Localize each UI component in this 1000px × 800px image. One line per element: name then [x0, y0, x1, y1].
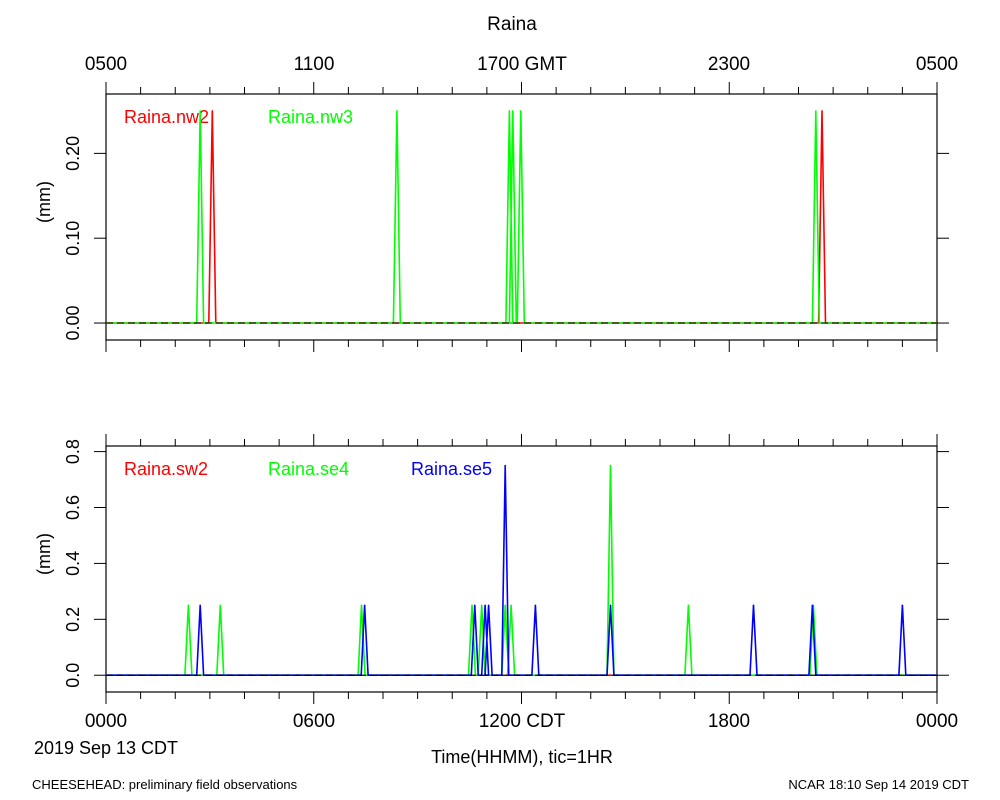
bottom-panel: 0.0 0.2 0.4 0.6 0.8 (mm) Raina.sw2 Raina.se4 Rai… — [34, 434, 949, 704]
data-point-raina-se4 — [360, 604, 363, 607]
bottom-y-axis-title: (mm) — [34, 533, 54, 575]
top-panel: 0.00 0.10 0.20 (mm) Raina.nw2 Raina.nw3 — [34, 82, 949, 352]
data-point-raina-se4 — [609, 464, 612, 467]
series-line-raina-se5 — [106, 465, 937, 676]
series-line-raina-nw3 — [106, 110, 937, 324]
legend-raina-se4: Raina.se4 — [268, 459, 349, 479]
data-point-raina-nw3 — [199, 110, 201, 112]
data-point-raina-nw3 — [815, 110, 817, 112]
data-point-raina-nw3 — [396, 110, 398, 112]
top-axis-label-1: 1100 — [294, 54, 335, 75]
bottom-y-tick-label: 0.0 — [63, 663, 83, 688]
bottom-y-tick-label: 0.6 — [63, 495, 83, 520]
data-point-raina-se4 — [687, 604, 690, 607]
legend-raina-nw3: Raina.nw3 — [268, 107, 353, 127]
data-point-raina-se5 — [901, 604, 904, 607]
bottom-plot-frame — [105, 445, 938, 693]
data-point-raina-se5 — [199, 604, 201, 607]
data-point-raina-se5 — [473, 604, 476, 607]
bottom-axis-label-4: 0000 — [916, 711, 958, 732]
bottom-y-tick-label: 0.2 — [63, 607, 83, 632]
bottom-axis-label-0: 0000 — [85, 711, 127, 732]
data-point-raina-se5 — [504, 464, 507, 467]
top-axis-label-0: 0500 — [85, 54, 127, 75]
bottom-axis-label-1: 0600 — [293, 711, 335, 732]
footer-left: CHEESEHEAD: preliminary field observatio… — [32, 777, 298, 792]
data-point-raina-se5 — [534, 604, 537, 607]
data-point-raina-nw3 — [512, 110, 514, 112]
bottom-axis-label-3: 1800 — [708, 711, 750, 732]
top-axis-label-2: 1700 GMT — [477, 54, 567, 75]
legend-raina-se5: Raina.se5 — [411, 459, 492, 479]
data-point-raina-nw3 — [520, 110, 522, 112]
top-axis-label-4: 0500 — [916, 54, 958, 75]
data-point-raina-nw3 — [508, 110, 511, 112]
data-point-raina-se5 — [609, 604, 612, 607]
top-axis-label-3: 2300 — [708, 54, 750, 75]
data-point-raina-se5 — [363, 604, 366, 607]
data-point-raina-se5 — [487, 604, 490, 607]
data-point-raina-nw2 — [211, 110, 214, 112]
data-point-raina-nw2 — [821, 110, 823, 112]
data-point-raina-se5 — [811, 604, 814, 607]
footer-right: NCAR 18:10 Sep 14 2019 CDT — [788, 777, 969, 792]
bottom-y-tick-label: 0.4 — [63, 551, 83, 576]
data-point-raina-se5 — [752, 604, 755, 607]
legend-raina-nw2: Raina.nw2 — [124, 107, 209, 127]
data-point-raina-se4 — [187, 604, 190, 607]
data-point-raina-se5 — [484, 604, 486, 607]
date-label: 2019 Sep 13 CDT — [34, 738, 178, 758]
top-y-tick-label: 0.00 — [63, 306, 83, 341]
bottom-y-tick-label: 0.8 — [63, 439, 83, 464]
x-axis-title: Time(HHMM), tic=1HR — [431, 747, 613, 767]
top-y-tick-label: 0.10 — [63, 221, 83, 256]
legend-raina-sw2: Raina.sw2 — [124, 459, 208, 479]
chart-title: Raina — [487, 14, 537, 35]
data-point-raina-se4 — [219, 604, 222, 607]
top-y-tick-label: 0.20 — [63, 136, 83, 171]
data-point-raina-se4 — [480, 604, 483, 607]
data-point-raina-se4 — [471, 604, 473, 607]
data-point-raina-se4 — [504, 604, 507, 607]
bottom-axis-label-2: 1200 CDT — [479, 711, 566, 732]
data-point-raina-se4 — [510, 604, 512, 607]
top-y-axis-title: (mm) — [34, 181, 54, 223]
series-line-raina-se4 — [106, 465, 937, 676]
chart-panels: 0.00 0.10 0.20 (mm) Raina.nw2 Raina.nw3 0.0 0.2… — [34, 82, 949, 704]
